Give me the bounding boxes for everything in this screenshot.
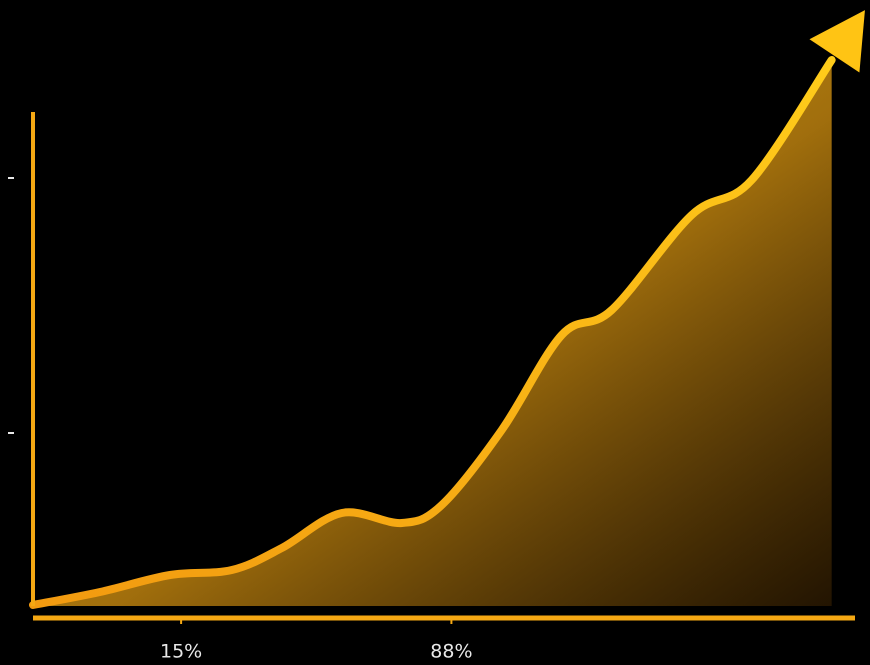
area-fill [33,60,832,606]
arrow-head [809,10,865,73]
x-tick-label: 88% [430,641,472,663]
line [29,56,836,609]
x-tick-label: 15% [160,641,202,663]
